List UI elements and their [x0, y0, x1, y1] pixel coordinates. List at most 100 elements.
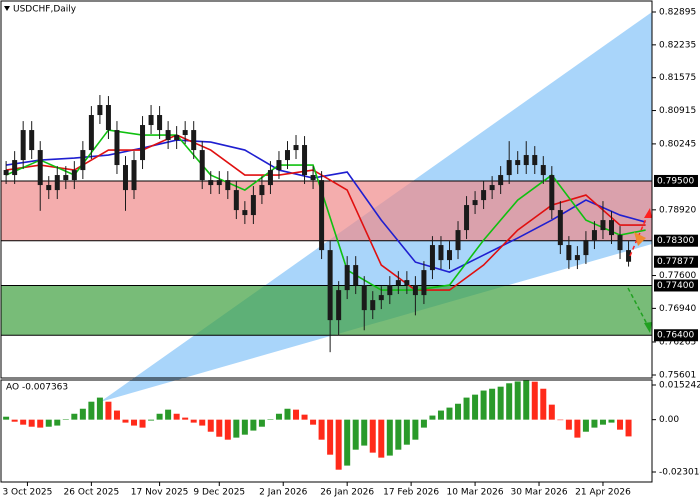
- ao-bar: [139, 419, 146, 428]
- x-tick-label: 2 Jan 2026: [259, 488, 307, 498]
- ao-bar: [591, 419, 598, 428]
- candle-body: [37, 150, 43, 186]
- price-pane-border: [0, 0, 653, 379]
- candle-body: [242, 210, 248, 216]
- candle-body: [216, 180, 222, 186]
- y-tick-label: 0.75601: [659, 371, 696, 381]
- y-tick-label: 0.76940: [659, 304, 696, 314]
- down-arrow-head: [644, 322, 652, 333]
- candle-body: [71, 170, 77, 181]
- zone: [1, 180, 652, 241]
- candle-body: [225, 180, 231, 191]
- candle-body: [617, 235, 623, 251]
- candle-body: [276, 160, 282, 171]
- candle-body: [336, 290, 342, 321]
- ao-bar: [557, 419, 564, 421]
- ao-bar: [54, 419, 61, 426]
- ao-bar: [284, 408, 291, 420]
- ao-bar: [378, 419, 385, 458]
- candle-body: [97, 105, 103, 116]
- candle-body: [157, 115, 163, 131]
- candle-body: [523, 155, 529, 166]
- ao-bar: [71, 413, 78, 420]
- candle-body: [626, 250, 632, 262]
- ao-bar: [88, 401, 95, 420]
- candle-body: [506, 160, 512, 176]
- ao-bar: [148, 419, 155, 421]
- ao-bar: [437, 410, 444, 420]
- ao-bar: [293, 409, 300, 420]
- zone: [1, 285, 652, 336]
- candle-body: [259, 185, 265, 196]
- y-tick-label: 0.82235: [659, 40, 696, 50]
- y-tick-label: 0.015242: [659, 380, 700, 390]
- candle-body: [566, 245, 572, 261]
- candle-body: [532, 155, 538, 166]
- x-tick-label: 21 Apr 2026: [575, 488, 631, 498]
- ao-bar: [207, 419, 214, 432]
- candle-body: [3, 170, 9, 176]
- price-label-box: [654, 255, 698, 268]
- ao-bar: [352, 419, 359, 450]
- candle-body: [549, 175, 555, 211]
- ao-bar: [455, 403, 462, 420]
- price-label: 0.77400: [654, 279, 698, 292]
- candle-body: [105, 105, 111, 131]
- candle-body: [233, 190, 239, 211]
- price-label: 0.76400: [654, 329, 698, 342]
- candle-body: [54, 175, 60, 191]
- price-label-box: [654, 329, 698, 342]
- ao-bar: [344, 419, 351, 466]
- chart-title: USDCHF,Daily: [13, 5, 77, 15]
- price-label-text: 0.77877: [657, 257, 694, 267]
- ao-bar: [190, 419, 197, 423]
- ao-bar: [625, 419, 632, 437]
- candle-body: [250, 195, 256, 216]
- price-label-text: 0.77400: [657, 281, 694, 291]
- x-tick-label: 3 Oct 2025: [2, 488, 52, 498]
- price-label: 0.78300: [654, 234, 698, 247]
- ao-bar: [599, 419, 606, 425]
- candle-body: [498, 175, 504, 186]
- indicator-line: [5, 134, 646, 291]
- candle-body: [114, 130, 120, 166]
- candle-body: [361, 285, 367, 311]
- ao-bar: [497, 386, 504, 420]
- ao-bar: [395, 419, 402, 450]
- ao-bar: [3, 416, 10, 420]
- candle-body: [446, 250, 452, 261]
- price-label: 0.79500: [654, 174, 698, 187]
- candle-body: [395, 280, 401, 286]
- ao-bar: [105, 401, 112, 420]
- candle-body: [88, 115, 94, 151]
- y-tick-label: 0.81575: [659, 73, 696, 83]
- ao-bar: [224, 419, 231, 440]
- candle-body: [404, 280, 410, 286]
- candle-body: [344, 265, 350, 291]
- ao-bar: [608, 419, 615, 423]
- candle-body: [199, 150, 205, 181]
- candle-body: [140, 125, 146, 161]
- plot: [3, 95, 646, 470]
- candle-body: [319, 180, 325, 251]
- candle-body: [63, 175, 69, 181]
- ao-bar: [369, 419, 376, 453]
- candle-body: [182, 130, 188, 136]
- y-tick-label: 0.78920: [659, 205, 696, 215]
- ao-bar: [165, 409, 172, 420]
- candle-body: [540, 165, 546, 176]
- price-label-text: 0.76400: [657, 331, 694, 341]
- y-tick-label: 0.80245: [659, 139, 696, 149]
- candle-body: [429, 245, 435, 271]
- ao-bar: [122, 419, 129, 423]
- candle-body: [46, 185, 52, 191]
- candle-body: [174, 135, 180, 141]
- ao-bar: [540, 388, 547, 420]
- ao-bar: [412, 419, 419, 440]
- candle-body: [310, 175, 316, 181]
- marker: [634, 232, 646, 246]
- ao-bar: [113, 410, 120, 420]
- ao-bar: [173, 413, 180, 420]
- indicator-line: [5, 129, 646, 291]
